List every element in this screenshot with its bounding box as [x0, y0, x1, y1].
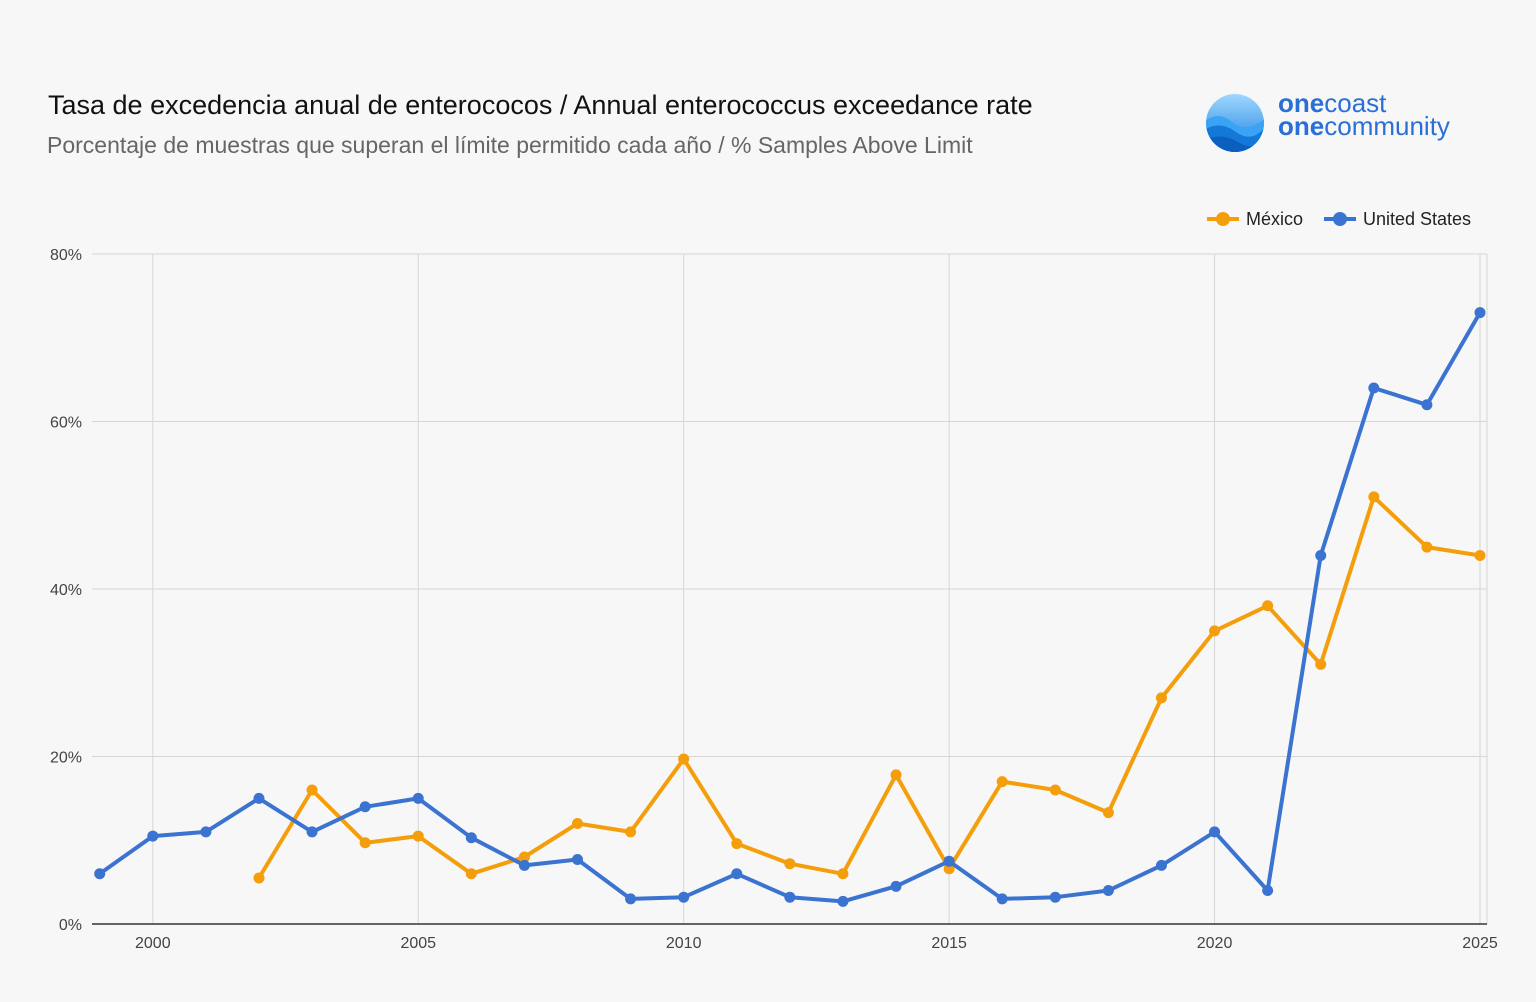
data-point: [200, 826, 212, 838]
logo-coast: coast: [1324, 88, 1387, 118]
data-point: [1155, 859, 1167, 871]
y-tick-label: 20%: [50, 750, 82, 767]
series-1: [94, 307, 1486, 907]
data-point: [1421, 399, 1433, 411]
logo-one-2: one: [1278, 111, 1325, 141]
series-group: [94, 307, 1486, 907]
data-point: [1368, 382, 1380, 394]
data-point: [465, 832, 477, 844]
data-point: [731, 868, 743, 880]
data-point: [678, 753, 690, 765]
data-point: [412, 792, 424, 804]
legend-label: United States: [1363, 209, 1471, 229]
data-point: [837, 868, 849, 880]
data-point: [731, 838, 743, 850]
data-point: [253, 872, 265, 884]
data-point: [1049, 891, 1061, 903]
data-point: [465, 868, 477, 880]
data-point: [996, 776, 1008, 788]
data-point: [572, 818, 584, 829]
data-point: [306, 826, 318, 838]
legend[interactable]: México United States: [1207, 209, 1471, 229]
chart-title: Tasa de excedencia anual de enterococos …: [48, 90, 1033, 120]
data-point: [359, 837, 371, 849]
data-point: [1209, 826, 1221, 838]
series-0: [253, 491, 1486, 884]
data-point: [1421, 541, 1433, 553]
data-point: [1262, 600, 1274, 612]
y-tick-label: 0%: [59, 917, 82, 934]
data-point: [1368, 491, 1380, 503]
data-point: [1262, 885, 1274, 896]
wave-circle-icon: [1206, 94, 1264, 152]
data-point: [943, 855, 955, 867]
data-point: [1155, 692, 1167, 704]
data-point: [1102, 807, 1114, 819]
x-tick-label: 2000: [135, 935, 171, 952]
data-point: [890, 880, 902, 892]
x-tick-label: 2025: [1462, 935, 1498, 952]
axes: 0% 20% 40% 60% 80% 2000 2005 2010 2015 2020 2025: [50, 247, 1498, 952]
y-tick-label: 60%: [50, 415, 82, 432]
legend-marker: [1333, 212, 1347, 226]
data-point: [1474, 307, 1486, 319]
logo-one-1: one: [1278, 88, 1325, 118]
x-tick-label: 2005: [400, 935, 436, 952]
x-tick-label: 2010: [666, 935, 702, 952]
legend-label: México: [1246, 209, 1303, 229]
legend-item-1[interactable]: United States: [1324, 209, 1471, 229]
data-point: [518, 851, 530, 863]
data-point: [784, 858, 796, 870]
data-point: [1049, 784, 1061, 796]
data-point: [147, 830, 159, 842]
data-point: [1209, 625, 1221, 637]
data-point: [625, 893, 637, 905]
data-point: [943, 863, 955, 875]
data-point: [996, 893, 1008, 905]
y-tick-label: 80%: [50, 247, 82, 264]
data-point: [253, 792, 265, 804]
data-point: [359, 801, 371, 813]
logo-wordmark: onecoast onecommunity: [1278, 90, 1450, 141]
data-point: [1474, 550, 1486, 561]
legend-item-0[interactable]: México: [1207, 209, 1303, 229]
data-point: [837, 895, 849, 907]
logo-community: community: [1324, 111, 1450, 141]
data-point: [306, 784, 318, 796]
legend-marker: [1216, 212, 1230, 226]
data-point: [625, 826, 637, 838]
data-point: [518, 859, 530, 871]
grid-lines: [92, 253, 1488, 924]
data-point: [1315, 550, 1327, 561]
y-tick-label: 40%: [50, 582, 82, 599]
data-point: [94, 868, 106, 880]
data-point: [784, 891, 796, 903]
data-point: [412, 830, 424, 842]
data-point: [1102, 885, 1114, 896]
x-tick-label: 2015: [931, 935, 967, 952]
series-line: [257, 494, 1482, 880]
data-point: [890, 769, 902, 781]
brand-logo: onecoast onecommunity: [1204, 90, 1494, 154]
x-tick-label: 2020: [1197, 935, 1233, 952]
data-point: [678, 891, 690, 903]
data-point: [572, 854, 584, 866]
data-point: [1315, 658, 1327, 670]
chart-subtitle: Porcentaje de muestras que superan el lí…: [47, 132, 973, 158]
